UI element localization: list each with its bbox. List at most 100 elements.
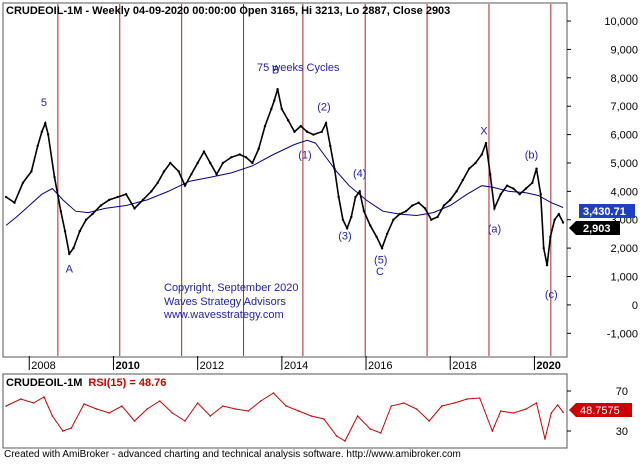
price-panel-frame	[2, 2, 568, 358]
price-point-18	[116, 195, 119, 199]
close-value-text: 2,903	[583, 223, 611, 235]
price-point-22	[150, 190, 153, 193]
x-tick-label-1: 2010	[115, 360, 139, 372]
y-tick-label-1: 0	[632, 300, 638, 312]
price-point-34	[230, 156, 233, 159]
wave-label-10: (a)	[488, 224, 501, 236]
date-x-axis: 2008 2010 2012 2014 2016 2018 2020	[28, 356, 561, 372]
rsi-point-26	[323, 418, 325, 420]
ma-value-tag: 3,430.71	[579, 204, 635, 218]
price-point-30	[202, 150, 206, 153]
price-point-54	[341, 218, 345, 221]
rsi-value: = 48.76	[126, 377, 166, 389]
copyright-line-3: www.wavesstrategy.com	[163, 309, 284, 321]
rsi-point-40	[491, 430, 494, 432]
rsi-point-45	[544, 438, 546, 440]
price-point-80	[489, 173, 492, 176]
rsi-point-21	[259, 400, 262, 402]
price-point-90	[542, 246, 545, 250]
copyright-line-2: Waves Strategy Advisors	[164, 296, 286, 308]
price-point-1	[13, 201, 16, 204]
price-point-82	[499, 192, 502, 196]
price-point-65	[398, 212, 401, 216]
price-series	[4, 87, 565, 267]
rsi-point-34	[415, 408, 418, 410]
y-tick-label-6: 5,000	[610, 158, 638, 170]
price-point-62	[380, 246, 384, 250]
rsi-point-46	[550, 412, 553, 414]
price-point-76	[467, 167, 471, 170]
rsi-point-30	[369, 428, 372, 430]
rsi-point-29	[356, 415, 359, 417]
price-point-87	[531, 181, 534, 185]
wave-label-3: (2)	[317, 101, 330, 113]
price-point-43	[280, 107, 284, 111]
rsi-point-0	[5, 405, 7, 407]
price-point-56	[350, 215, 353, 219]
price-point-10	[63, 229, 67, 233]
price-point-63	[385, 232, 389, 236]
price-point-20	[133, 207, 136, 210]
rsi-line	[5, 392, 564, 442]
rsi-point-35	[428, 420, 430, 422]
wave-label-7: (5)	[374, 255, 387, 267]
price-point-8	[53, 175, 56, 179]
rsi-point-32	[390, 405, 393, 407]
rsi-point-37	[453, 402, 456, 404]
price-point-38	[257, 147, 260, 150]
price-point-42	[276, 87, 279, 91]
price-point-19	[124, 192, 128, 196]
rsi-point-42	[512, 412, 515, 414]
price-point-64	[392, 218, 395, 221]
price-point-60	[369, 224, 372, 227]
price-point-15	[91, 212, 94, 216]
x-tick-label-5: 2018	[452, 360, 476, 372]
price-point-89	[539, 192, 542, 196]
y-tick-label-5: 4,000	[610, 186, 638, 198]
rsi-point-33	[403, 402, 405, 404]
price-point-17	[108, 198, 111, 202]
rsi-point-20	[247, 410, 249, 412]
rsi-point-3	[43, 396, 45, 398]
price-point-45	[293, 130, 296, 133]
price-point-85	[518, 192, 521, 196]
price-point-81	[493, 207, 496, 210]
header-details: - Weekly 04-09-2020 00:00:00 Open 3165, …	[82, 5, 450, 17]
price-point-37	[251, 161, 254, 165]
moving-average-series	[5, 139, 564, 226]
price-point-61	[375, 235, 378, 238]
ma-value-text: 3,430.71	[583, 206, 626, 218]
price-point-79	[484, 141, 488, 145]
rsi-point-8	[95, 408, 98, 410]
price-point-7	[47, 133, 50, 136]
rsi-point-10	[121, 405, 123, 407]
price-point-29	[196, 161, 199, 165]
price-point-25	[169, 161, 172, 165]
price-point-13	[78, 229, 81, 233]
moving-average-line	[5, 139, 564, 226]
y-tick-label-0: -1,000	[607, 328, 638, 340]
rsi-tick-label-1: 30	[616, 426, 628, 438]
price-point-39	[263, 124, 267, 128]
price-point-73	[449, 198, 452, 202]
price-point-41	[273, 99, 276, 102]
rsi-y-axis: 70 30	[567, 386, 628, 438]
rsi-point-23	[285, 405, 287, 407]
copyright-line-1: Copyright, September 2020	[164, 282, 299, 294]
rsi-label: RSI(15)	[88, 377, 126, 389]
wave-labels: 5 A B (2) (1) (3) (4) (5)C X (a) (b) (c)	[41, 65, 558, 301]
price-point-2	[21, 181, 25, 185]
y-tick-label-8: 7,000	[610, 101, 638, 113]
price-point-71	[436, 215, 439, 219]
rsi-point-22	[272, 392, 275, 394]
x-tick-label-3: 2014	[284, 360, 308, 372]
wave-label-2: B	[272, 65, 279, 77]
price-point-59	[362, 210, 366, 213]
price-point-50	[324, 122, 328, 125]
price-point-69	[423, 207, 427, 210]
rsi-symbol: CRUDEOIL-1M	[6, 377, 82, 389]
price-point-94	[557, 212, 561, 216]
rsi-point-14	[171, 412, 174, 414]
rsi-point-28	[344, 440, 346, 442]
